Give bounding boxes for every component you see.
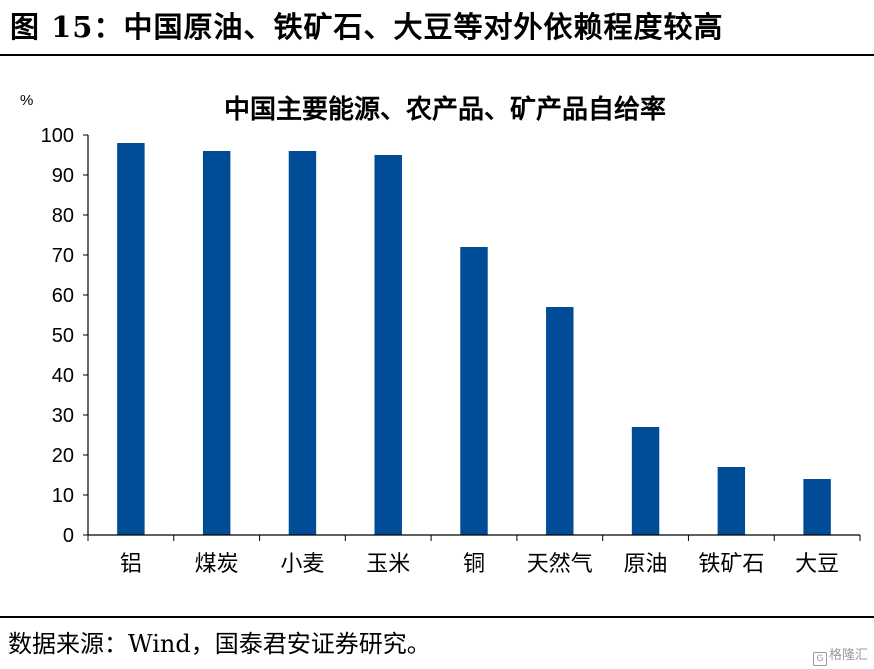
y-tick-label: 20 xyxy=(52,445,74,467)
chart-title: 中国主要能源、农产品、矿产品自给率 xyxy=(224,94,666,125)
bar-chart: 中国主要能源、农产品、矿产品自给率 % 0 10 20 30 40 50 60 70 80 90 1… xyxy=(20,92,861,577)
bars xyxy=(117,143,831,535)
watermark-logo-icon: G xyxy=(812,652,827,666)
x-category-label: 天然气 xyxy=(527,552,593,577)
bar-天然气 xyxy=(546,307,574,535)
y-axis-unit: % xyxy=(20,92,33,109)
bar-铁矿石 xyxy=(717,467,746,535)
y-tick-label: 0 xyxy=(63,525,74,547)
bar-铝 xyxy=(117,143,145,535)
bottom-rule xyxy=(0,616,874,618)
x-category-label: 煤炭 xyxy=(195,552,239,577)
y-tick-label: 60 xyxy=(52,285,74,307)
figure-title: 图 15：中国原油、铁矿石、大豆等对外依赖程度较高 xyxy=(10,10,724,44)
x-category-label: 玉米 xyxy=(366,552,410,577)
y-tick-label: 70 xyxy=(52,245,74,267)
source-note: 数据来源：Wind，国泰君安证券研究。 xyxy=(8,630,431,658)
x-category-label: 小麦 xyxy=(280,552,324,577)
watermark-text: 格隆汇 xyxy=(828,648,868,663)
x-category-label: 铝 xyxy=(120,552,142,577)
x-category-label: 铜 xyxy=(463,552,485,577)
x-category-label: 大豆 xyxy=(795,552,839,577)
x-category-label: 铁矿石 xyxy=(698,552,764,577)
y-tick-label: 50 xyxy=(52,325,74,347)
y-tick-label: 10 xyxy=(52,485,74,507)
y-tick-label: 30 xyxy=(52,405,74,427)
bar-小麦 xyxy=(288,151,317,535)
bar-玉米 xyxy=(374,155,402,535)
y-tick-label: 80 xyxy=(52,205,74,227)
y-tick-label: 100 xyxy=(41,125,74,147)
bar-大豆 xyxy=(803,479,831,535)
category-labels: 铝 煤炭 小麦 玉米 铜 天然气 原油 铁矿石 大豆 xyxy=(120,552,839,577)
bar-铜 xyxy=(460,247,488,535)
top-rule xyxy=(0,54,874,56)
y-axis-ticks: 0 10 20 30 40 50 60 70 80 90 100 xyxy=(41,125,88,547)
bar-原油 xyxy=(631,427,660,535)
bar-煤炭 xyxy=(202,151,231,535)
y-tick-label: 90 xyxy=(52,165,74,187)
y-tick-label: 40 xyxy=(52,365,74,387)
axes xyxy=(87,135,861,541)
watermark: G 格隆汇 xyxy=(812,644,868,666)
x-category-label: 原油 xyxy=(624,552,668,577)
